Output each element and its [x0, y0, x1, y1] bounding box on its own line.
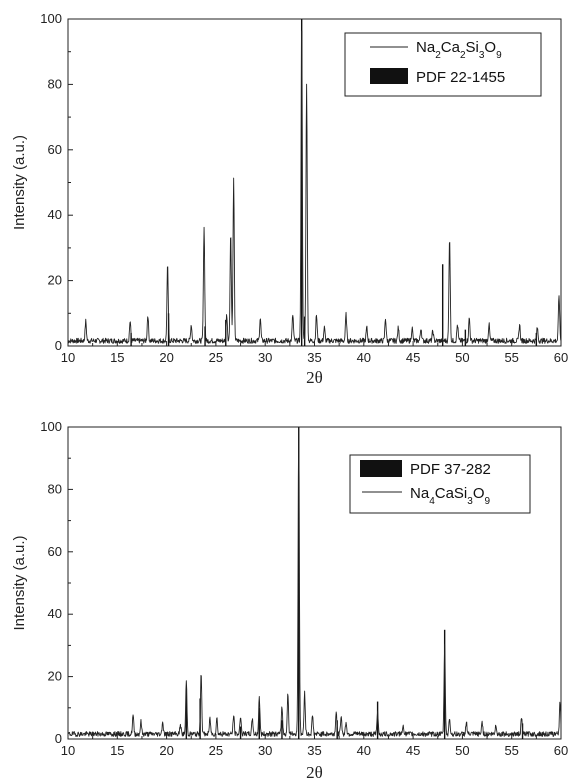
- y-ticks-top: 0 20 40 60 80 100: [40, 11, 73, 353]
- legend-label-pdf-22-1455: PDF 22-1455: [416, 69, 505, 86]
- x-tick-label: 45: [406, 743, 420, 758]
- x-axis-label-bottom: 2θ: [306, 763, 323, 782]
- y-tick-label: 100: [40, 419, 62, 434]
- x-tick-label: 15: [110, 350, 124, 365]
- x-tick-label: 10: [61, 743, 75, 758]
- x-tick-label: 40: [357, 743, 371, 758]
- x-tick-label: 20: [159, 743, 173, 758]
- x-tick-label: 25: [209, 743, 223, 758]
- y-tick-label: 80: [48, 481, 62, 496]
- y-axis-label-top: Intensity (a.u.): [11, 135, 28, 230]
- legend-label-pdf-37-282: PDF 37-282: [410, 461, 491, 478]
- y-tick-label: 100: [40, 11, 62, 26]
- x-ticks-top: 10 15 20 25 30 35 40 45 50 55 60: [61, 341, 568, 365]
- y-tick-label: 0: [55, 731, 62, 746]
- x-axis-label-top: 2θ: [306, 368, 323, 387]
- y-axis-label-bottom: Intensity (a.u.): [11, 535, 28, 630]
- x-tick-label: 25: [209, 350, 223, 365]
- x-tick-label: 15: [110, 743, 124, 758]
- y-tick-label: 20: [48, 669, 62, 684]
- x-tick-label: 55: [504, 350, 518, 365]
- x-tick-label: 60: [554, 743, 568, 758]
- x-tick-label: 30: [258, 350, 272, 365]
- y-tick-label: 60: [48, 142, 62, 157]
- y-tick-label: 0: [55, 338, 62, 353]
- x-tick-label: 50: [455, 350, 469, 365]
- legend-swatch-stick: [370, 68, 408, 84]
- x-tick-label: 60: [554, 350, 568, 365]
- legend-bottom: PDF 37-282 Na4CaSi3O9: [349, 454, 531, 514]
- x-tick-label: 45: [406, 350, 420, 365]
- x-tick-label: 10: [61, 350, 75, 365]
- chart-bottom: 10 15 20 25 30 35 40 45 50 55 60 0 20 40 60 80 100 2θ I…: [11, 419, 568, 782]
- y-ticks-bottom: 0 20 40 60 80 100: [40, 419, 73, 746]
- x-tick-label: 40: [357, 350, 371, 365]
- y-tick-label: 60: [48, 544, 62, 559]
- x-tick-label: 20: [159, 350, 173, 365]
- series-line-top: [67, 30, 562, 344]
- series-line-bottom: [67, 426, 562, 737]
- x-tick-label: 35: [307, 743, 321, 758]
- x-tick-label: 55: [504, 743, 518, 758]
- x-ticks-bottom: 10 15 20 25 30 35 40 45 50 55 60: [61, 734, 568, 758]
- y-tick-label: 80: [48, 76, 62, 91]
- legend-swatch-stick: [360, 460, 402, 477]
- y-tick-label: 20: [48, 273, 62, 288]
- x-tick-label: 50: [455, 743, 469, 758]
- legend-box-top: [344, 32, 542, 97]
- x-tick-label: 30: [258, 743, 272, 758]
- y-tick-label: 40: [48, 606, 62, 621]
- legend-top: Na2Ca2Si3O9 PDF 22-1455: [344, 32, 542, 97]
- y-tick-label: 40: [48, 207, 62, 222]
- x-tick-label: 35: [307, 350, 321, 365]
- chart-top: 10 15 20 25 30 35 40 45 50 55 60 0 20 40 60 80 100 2θ I…: [11, 11, 568, 387]
